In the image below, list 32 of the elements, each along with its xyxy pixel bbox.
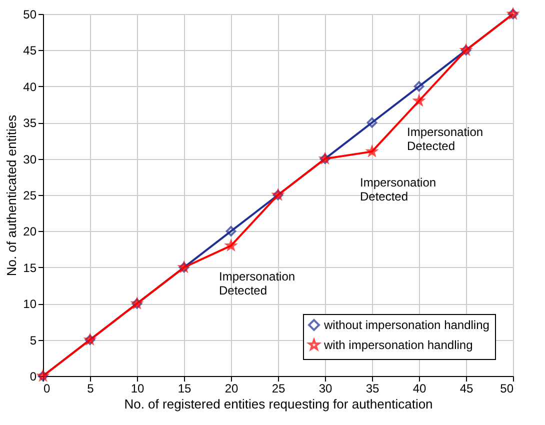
x-tick-label: 35 xyxy=(366,382,380,396)
y-tick-label: 5 xyxy=(30,333,37,348)
legend-label: without impersonation handling xyxy=(323,318,490,332)
annotation: Impersonation Detected xyxy=(407,124,484,153)
y-tick-label: 50 xyxy=(23,8,37,22)
point xyxy=(414,81,424,92)
y-tick-label: 0 xyxy=(30,370,37,384)
x-tick-label: 40 xyxy=(412,382,426,396)
y-tick-label: 40 xyxy=(23,80,37,94)
y-tick-label: 30 xyxy=(23,152,37,166)
y-tick-label: 10 xyxy=(23,297,37,312)
annotation: Impersonation Detected xyxy=(219,270,296,298)
y-tick-label: 45 xyxy=(23,44,37,58)
x-axis-title: No. of registered entities requesting for authentication xyxy=(124,396,433,412)
y-tick-label: 15 xyxy=(23,260,37,275)
point xyxy=(366,117,378,128)
x-tick-label: 15 xyxy=(178,382,192,396)
x-tick-label: 10 xyxy=(130,382,144,396)
x-tick-label: 5 xyxy=(87,382,94,396)
y-axis-title: No. of authenticated entities xyxy=(4,114,20,276)
annotation: Impersonation Detected xyxy=(360,176,436,204)
y-tick-label: 35 xyxy=(23,116,37,130)
y-tick-label: 25 xyxy=(23,188,37,202)
x-tick-label: 45 xyxy=(460,382,474,396)
y-tick-label: 20 xyxy=(23,224,37,239)
x-tick-label: 30 xyxy=(318,382,332,396)
legend-label: with impersonation handling xyxy=(323,338,473,352)
x-tick-label: 25 xyxy=(272,382,286,396)
x-tick-label: 0 xyxy=(44,382,50,396)
x-tick-label: 50 xyxy=(500,382,514,396)
x-tick-label: 20 xyxy=(224,382,238,396)
point xyxy=(226,226,236,236)
